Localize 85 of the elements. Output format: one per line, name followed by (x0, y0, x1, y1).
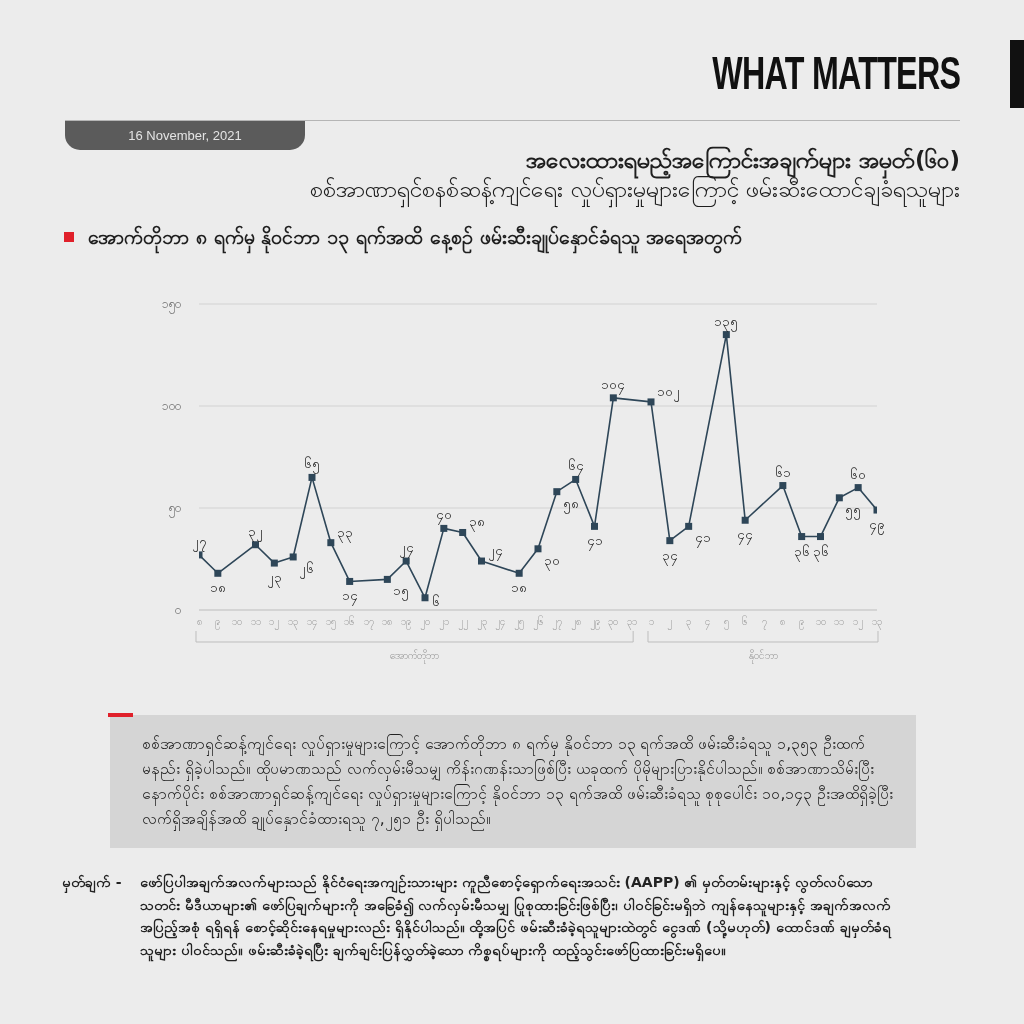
point (421, 594, 429, 602)
x-tick-label: ၂၆ (532, 615, 544, 631)
x-tick-label: ၁၉ (401, 616, 412, 631)
x-tick-label: ၄ (705, 616, 710, 631)
data-label: ၆၄ (567, 458, 584, 477)
data-label: ၃၃ (336, 524, 353, 543)
x-tick-label: ၃၀ (608, 616, 619, 631)
y-tick-label: ၅၀ (169, 501, 181, 519)
x-tick-label: ၂၅ (514, 616, 525, 631)
point (798, 533, 806, 541)
data-label: ၂၄ (487, 543, 503, 562)
point (459, 528, 467, 536)
data-label: ၃၀ (544, 552, 560, 571)
data-label: ၃၄ (661, 547, 678, 566)
chart-title: အလေးထားရမည့်အကြောင်းအချက်များ အမှတ်(၆၀) (525, 145, 960, 177)
data-label: ၁၀၂ (657, 383, 680, 402)
data-label: ၄၁ (586, 533, 603, 552)
y-tick-label: ၁၅၀ (162, 297, 181, 315)
point (854, 484, 862, 492)
text: နိုဝင်ဘာ (747, 648, 779, 664)
data-label: ၅၅ (845, 501, 862, 520)
point (515, 569, 523, 577)
data-label: ၂၆ (299, 560, 315, 579)
data-label: ၅၈ (562, 495, 579, 514)
data-label: ၁၄ (341, 588, 358, 607)
point (346, 577, 354, 585)
data-label: ၄၁ (694, 530, 711, 549)
point (591, 522, 598, 530)
x-tick-label: ၃၁ (627, 616, 638, 631)
point (666, 537, 674, 545)
point (817, 533, 824, 541)
x-tick-label: ၁၆ (344, 615, 356, 628)
y-tick-label: ၀ (175, 603, 181, 618)
x-tick-label: ၁၄ (307, 616, 317, 631)
point (835, 494, 843, 502)
x-tick-label: ၁၃ (872, 616, 882, 631)
x-tick-label: ၉ (799, 616, 805, 631)
data-label: ၁၃၅ (714, 313, 739, 332)
date-tab: 16 November, 2021 (65, 121, 305, 150)
text: ဖော်ပြပါအချက်အလက်များသည် နိုင်ငံရေးအကျဉ်းသားများ ကူညီစောင့်ရှောက်ရေးအသင်း (AAPP) ၏ မှတ်တမ်းများနှင့် လွတ်လပ်သော သတင်း မီဒီယာများ၏ ဖော်ပြချက်များကို အခြေခံ၍ လက်လှမ်းမီသမျှ ပြုစုထားခြင်းဖြစ်ပြီး၊ ပါဝင်ခြင်းမရှိဘဲ ကျန်နေသူများနှင့် အချက်အလက် အပြည့်အစုံ ရရှိရန် စောင့်ဆိုင်းနေရမှုများလည်း ရှိနိုင်ပါသည်။ ထို့အပြင် ဖမ်းဆီးခံခဲ့ရသူများထဲတွင် ငွေဒဏ် (သို့မဟုတ်) ထောင်ဒဏ် ချမှတ်ခံရသူများ ပါဝင်သည်။ ဖမ်းဆီးခံခဲ့ရပြီး ချက်ချင်းပြန်လွှတ်ခဲ့သော ကိစ္စရပ်များကို ထည့်သွင်းဖော်ပြထားခြင်းမရှိပေ။ (140, 872, 893, 961)
point (214, 569, 222, 577)
data-label: ၂၇ (191, 533, 207, 552)
x-tick-label: ၁၃ (288, 616, 299, 631)
point (779, 482, 787, 490)
data-label: ၆ (432, 593, 440, 609)
point (270, 559, 278, 567)
data-label: ၆၅ (304, 456, 320, 475)
point (647, 398, 655, 406)
text: အောက်တိုဘာ ၈ ရက်မှ နိုဝင်ဘာ ၁၃ ရက်အထိ နေ့စဉ် ဖမ်းဆီးချုပ်နှောင်ခံရသူ အရေအတွက် (88, 224, 743, 254)
point (741, 516, 749, 524)
point (289, 553, 297, 561)
point (478, 557, 485, 565)
text: WHAT MATTERS (712, 46, 960, 100)
text: အောက်တိုဘာ (389, 648, 441, 664)
point (685, 522, 693, 530)
x-tick-label: ၂၃ (476, 616, 487, 631)
data-label: ၄၉ (869, 517, 885, 536)
x-tick-label: ၂၉ (589, 616, 600, 631)
point (534, 545, 542, 553)
data-label: ၃၆ (793, 543, 810, 562)
data-label: ၄၄ (737, 527, 754, 546)
data-label: ၂၄ (398, 540, 414, 559)
data-label: ၁၅ (393, 583, 410, 602)
data-label: ၁၀၄ (601, 376, 626, 395)
x-tick-label: ၉ (215, 616, 221, 631)
x-tick-label: ၃ (686, 616, 692, 631)
data-label: ၃၈ (468, 514, 485, 533)
data-label: ၃၆ (812, 543, 829, 562)
point (327, 539, 335, 547)
data-label: ၆၁ (774, 464, 791, 480)
x-tick-label: ၁၅ (325, 616, 336, 631)
point (553, 488, 561, 496)
data-label: ၄၀ (435, 507, 452, 526)
x-tick-label: ၂၄ (495, 616, 506, 631)
data-label: ၃၂ (248, 523, 263, 542)
x-tick-label: ၆ (742, 615, 749, 628)
data-label: ၁၈ (209, 580, 226, 596)
y-tick-label: ၁၀၀ (162, 399, 181, 414)
text: စစ်အာဏာရှင်ဆန့်ကျင်ရေး လှုပ်ရှားမှုများကြောင့် အောက်တိုဘာ ၈ ရက်မှ နိုဝင်ဘာ ၁၃ ရက်အထိ ဖမ်းဆီးခံရသူ ၁,၃၅၃ ဦးထက် မနည်း ရှိခဲ့ပါသည်။ ထိုပမာဏသည် လက်လှမ်းမီသမျှ ကိန်းဂဏန်းသာဖြစ်ပြီး ယခုထက် ပိုမိုများပြားနိုင်ပါသည်။ စစ်အာဏာသိမ်းပြီး နောက်ပိုင်း စစ်အာဏာရှင်ဆန့်ကျင်ရေး လှုပ်ရှားမှုများကြောင့် နိုဝင်ဘာ ၁၃ ရက်အထိ ဖမ်းဆီးခံရသူ စုစုပေါင်း ၁၀,၁၄၃ ဦးအထိရှိခဲ့ပြီး လက်ရှိအချိန်အထိ ချုပ်နှောင်ခံထားရသူ ၇,၂၅၁ ဦး ရှိပါသည်။ (142, 733, 895, 832)
x-tick-label: ၅ (723, 616, 729, 631)
text: မှတ်ချက် - (62, 873, 122, 894)
point (383, 575, 391, 583)
data-label: ၆၀ (850, 466, 867, 482)
data-label: ၂၃ (266, 570, 282, 589)
data-label: ၁၈ (511, 580, 528, 596)
